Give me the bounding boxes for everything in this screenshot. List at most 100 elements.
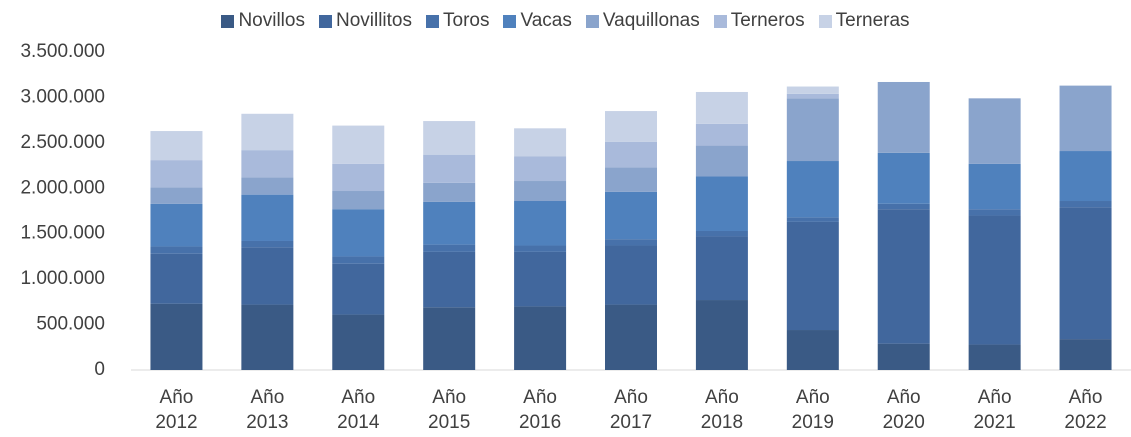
x-tick-label: Año 2018	[700, 387, 744, 433]
bar-segment	[605, 141, 657, 168]
bar-segment	[150, 253, 203, 304]
bar-segment	[150, 160, 203, 188]
bar-segment	[150, 246, 203, 254]
x-tick-label: Año 2014	[337, 387, 380, 433]
bar-segment	[968, 163, 1021, 210]
legend-item: Terneros	[713, 10, 805, 32]
bar-segment	[695, 230, 748, 237]
bar-segment	[150, 303, 203, 370]
bar-segment	[514, 245, 567, 252]
bar-segment	[1059, 207, 1112, 340]
bar-segment	[786, 221, 839, 331]
legend-label: Novillos	[238, 10, 305, 31]
bar-segment	[968, 209, 1021, 216]
legend-swatch	[318, 14, 332, 28]
bar-segment	[241, 240, 294, 248]
bar-segment	[968, 344, 1021, 370]
legend-swatch	[503, 14, 517, 28]
bar-segment	[1059, 201, 1112, 208]
x-tick-label: Año 2012	[155, 387, 198, 433]
bar-segment	[423, 154, 476, 183]
bar-segment	[241, 177, 294, 195]
bar-segment	[605, 245, 657, 305]
bar-segment	[241, 113, 294, 151]
bar-segment	[695, 176, 748, 231]
bar-segment	[332, 191, 385, 210]
bar-segment	[423, 182, 476, 202]
legend-label: Vacas	[520, 10, 572, 31]
x-tick-label: Año 2022	[1064, 387, 1107, 433]
legend-swatch	[426, 14, 439, 28]
bar-segment	[877, 343, 930, 370]
bar-segment	[1059, 339, 1112, 370]
x-tick-label: Año 2019	[791, 387, 834, 433]
bar-segment	[605, 304, 657, 370]
legend-item: Vaquillonas	[585, 10, 700, 32]
bar-segment	[150, 187, 203, 204]
bar-segment	[877, 81, 930, 153]
legend-item: Novillos	[221, 10, 305, 32]
y-tick-label: 3.000.000	[20, 86, 105, 107]
x-tick-label: Año 2013	[246, 387, 289, 433]
x-tick-label: Año 2016	[518, 387, 562, 433]
bar-segment	[877, 203, 930, 210]
bar-segment	[695, 145, 748, 177]
y-tick-label: 2.000.000	[20, 177, 105, 198]
bar-segment	[877, 209, 930, 344]
bar-segment	[695, 123, 748, 146]
legend-label: Toros	[443, 10, 490, 31]
bar-segment	[241, 247, 294, 305]
bar-segment	[150, 131, 203, 161]
bar-segment	[423, 201, 476, 245]
bar-segment	[605, 111, 657, 142]
legend-label: Terneras	[835, 10, 910, 31]
legend-item: Terneras	[818, 10, 910, 32]
bar-segment	[423, 307, 476, 370]
bar-segment	[423, 244, 476, 252]
bar-segment	[150, 203, 203, 247]
x-tick-label: Año 2021	[973, 387, 1016, 433]
x-tick-label: Año 2015	[428, 387, 471, 433]
legend-item: Toros	[426, 10, 489, 32]
legend-item: Novillitos	[318, 10, 412, 32]
bar-segment	[695, 300, 748, 370]
bar-segment	[695, 91, 748, 124]
bar-segment	[1059, 85, 1112, 152]
legend-swatch	[818, 14, 832, 28]
bar-segment	[786, 217, 839, 222]
bar-segment	[1059, 151, 1112, 202]
legend-label: Novillitos	[335, 10, 412, 31]
bar-segment	[514, 128, 567, 157]
bar-segment	[514, 156, 567, 182]
bar-segment	[514, 251, 567, 307]
x-tick-label: Año 2017	[609, 387, 653, 433]
x-tick-label: Año 2020	[882, 387, 925, 433]
bar-segment	[605, 167, 657, 192]
bar-segment	[332, 256, 385, 264]
bar-segment	[241, 304, 294, 370]
bar-segment	[423, 121, 476, 155]
bar-segment	[514, 181, 567, 202]
bar-segment	[786, 98, 839, 162]
y-tick-label: 0	[94, 359, 105, 380]
bar-segment	[786, 93, 839, 99]
legend-item: Vacas	[503, 10, 572, 32]
legend-swatch	[221, 14, 235, 28]
legend-swatch	[713, 14, 727, 28]
y-tick-label: 1.500.000	[20, 223, 105, 244]
bar-segment	[605, 191, 657, 240]
y-tick-label: 1.000.000	[20, 268, 105, 289]
y-tick-label: 2.500.000	[20, 132, 105, 153]
bar-segment	[695, 236, 748, 301]
bar-segment	[968, 215, 1021, 345]
bar-segment	[332, 314, 385, 370]
bar-segment	[332, 163, 385, 192]
legend-label: Vaquillonas	[602, 10, 700, 31]
legend-label: Terneros	[730, 10, 805, 31]
bar-segment	[514, 306, 567, 370]
bar-segment	[968, 98, 1021, 164]
legend: Novillos Novillitos Toros Vacas Vaquillonas T…	[0, 10, 1131, 32]
y-tick-label: 3.500.000	[20, 41, 105, 62]
bar-segment	[605, 239, 657, 246]
